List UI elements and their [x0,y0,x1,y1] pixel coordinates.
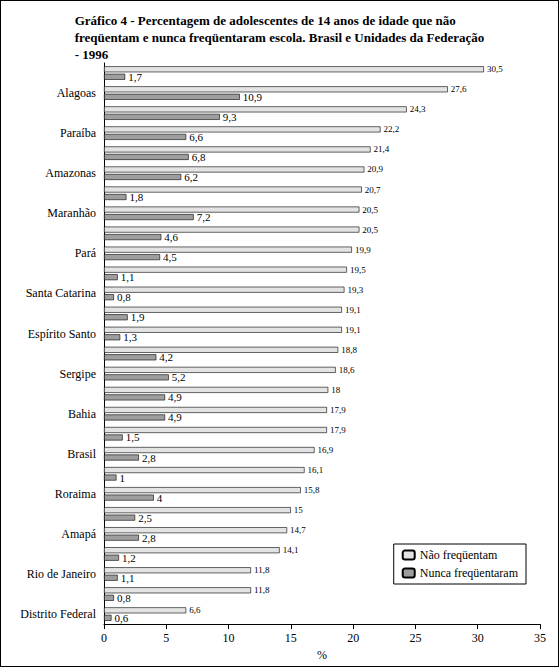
svg-text:20,7: 20,7 [365,185,381,195]
svg-text:16,9: 16,9 [318,445,334,455]
svg-text:Amapá: Amapá [61,527,96,541]
svg-text:6,2: 6,2 [184,171,198,183]
svg-text:4,9: 4,9 [168,391,182,403]
svg-text:Sergipe: Sergipe [60,367,96,381]
svg-text:1,7: 1,7 [128,71,142,83]
svg-text:1,9: 1,9 [131,311,145,323]
svg-text:35: 35 [534,631,546,645]
svg-text:11,8: 11,8 [254,565,270,575]
svg-text:5: 5 [163,631,169,645]
svg-text:Brasil: Brasil [67,447,96,461]
svg-text:18: 18 [331,385,341,395]
svg-text:19,5: 19,5 [350,265,366,275]
svg-text:19,3: 19,3 [347,285,363,295]
svg-text:4,2: 4,2 [159,351,173,363]
svg-text:4,5: 4,5 [163,251,177,263]
svg-text:22,2: 22,2 [384,124,400,134]
svg-text:1,3: 1,3 [123,331,137,343]
svg-text:19,9: 19,9 [355,245,371,255]
svg-text:1: 1 [119,472,125,484]
svg-text:10: 10 [223,631,235,645]
svg-text:Roraima: Roraima [55,487,97,501]
svg-text:Alagoas: Alagoas [57,86,97,100]
svg-text:20: 20 [347,631,359,645]
svg-text:14,7: 14,7 [290,525,306,535]
svg-text:freqüentam e nunca freqüentara: freqüentam e nunca freqüentaram escola. … [75,30,485,45]
svg-text:19,1: 19,1 [345,325,361,335]
svg-text:15,8: 15,8 [304,485,320,495]
svg-text:Nunca freqüentaram: Nunca freqüentaram [420,566,519,580]
svg-text:Santa Catarina: Santa Catarina [26,286,97,300]
svg-text:1,5: 1,5 [126,431,140,443]
svg-text:0: 0 [101,631,107,645]
svg-text:5,2: 5,2 [172,371,186,383]
svg-text:30,5: 30,5 [487,64,503,74]
svg-text:20,9: 20,9 [367,164,383,174]
svg-text:Paraíba: Paraíba [60,126,97,140]
svg-text:1,8: 1,8 [129,191,143,203]
svg-text:Maranhão: Maranhão [47,206,96,220]
svg-text:25: 25 [409,631,421,645]
svg-text:18,6: 18,6 [339,365,355,375]
svg-text:0,6: 0,6 [114,612,128,624]
svg-text:Gráfico 4 - Percentagem de ado: Gráfico 4 - Percentagem de adolescentes … [75,13,456,28]
svg-text:30: 30 [472,631,484,645]
svg-text:4: 4 [157,492,163,504]
svg-text:18,8: 18,8 [341,345,357,355]
svg-text:15: 15 [294,505,304,515]
svg-text:14,1: 14,1 [283,545,299,555]
svg-text:17,9: 17,9 [330,405,346,415]
svg-text:Bahia: Bahia [68,407,97,421]
svg-text:%: % [317,648,327,662]
svg-text:11,8: 11,8 [254,585,270,595]
svg-text:Espírito Santo: Espírito Santo [28,327,96,341]
svg-text:19,1: 19,1 [345,305,361,315]
svg-text:2,8: 2,8 [142,532,156,544]
svg-text:17,9: 17,9 [330,425,346,435]
svg-text:15: 15 [285,631,297,645]
svg-text:24,3: 24,3 [410,104,426,114]
svg-text:Amazonas: Amazonas [45,166,96,180]
svg-text:4,6: 4,6 [164,231,178,243]
svg-text:Pará: Pará [75,246,97,260]
svg-text:1,1: 1,1 [121,572,135,584]
svg-text:0,8: 0,8 [117,592,131,604]
svg-text:10,9: 10,9 [243,91,263,103]
svg-text:6,6: 6,6 [189,605,201,615]
svg-text:20,5: 20,5 [362,225,378,235]
svg-text:4,9: 4,9 [168,411,182,423]
svg-text:20,5: 20,5 [362,205,378,215]
svg-text:0,8: 0,8 [117,291,131,303]
svg-text:2,8: 2,8 [142,452,156,464]
svg-text:7,2: 7,2 [197,211,211,223]
svg-text:Não freqüentam: Não freqüentam [420,548,498,562]
svg-text:16,1: 16,1 [308,465,324,475]
svg-text:6,6: 6,6 [189,131,203,143]
svg-text:9,3: 9,3 [223,111,237,123]
svg-text:6,8: 6,8 [192,151,206,163]
svg-text:Rio de Janeiro: Rio de Janeiro [27,567,96,581]
svg-text:- 1996: - 1996 [75,47,109,62]
svg-text:27,6: 27,6 [451,84,467,94]
svg-text:Distrito Federal: Distrito Federal [20,607,96,621]
svg-text:1,2: 1,2 [122,552,136,564]
svg-text:21,4: 21,4 [374,144,390,154]
svg-text:1,1: 1,1 [121,271,135,283]
svg-text:2,5: 2,5 [138,512,152,524]
